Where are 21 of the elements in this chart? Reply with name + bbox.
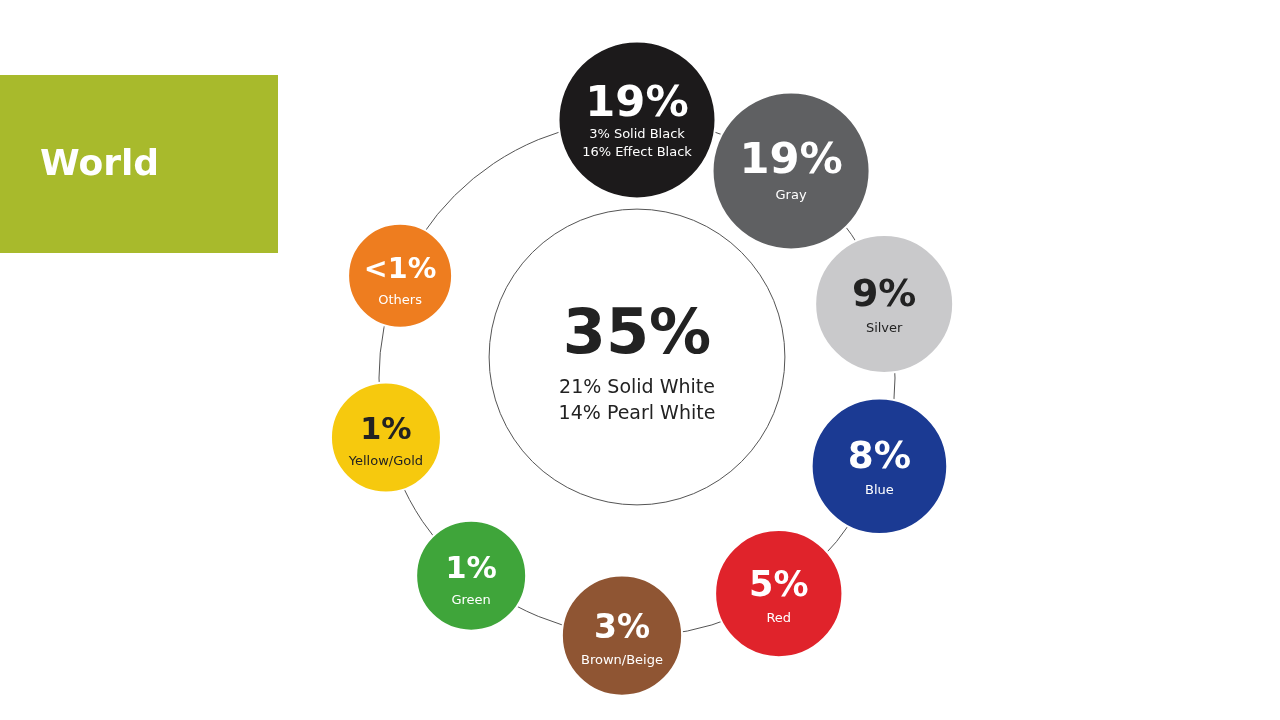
data-label: 8% bbox=[847, 433, 912, 478]
data-label: 19% bbox=[585, 76, 689, 126]
category-label: Red bbox=[766, 609, 792, 625]
data-label: 3% bbox=[593, 606, 651, 646]
category-label: 21% Solid White 14% Pearl White bbox=[558, 375, 716, 423]
data-label: 1% bbox=[360, 411, 412, 447]
data-label: 5% bbox=[749, 563, 809, 604]
data-label: 1% bbox=[445, 549, 497, 585]
data-label: 35% bbox=[562, 295, 712, 368]
category-label: Silver bbox=[865, 320, 904, 335]
category-label: 3% Solid Black 16% Effect Black bbox=[582, 126, 693, 159]
data-label: 9% bbox=[851, 271, 917, 315]
text: World bbox=[40, 142, 160, 183]
category-label: Yellow/Gold bbox=[347, 453, 424, 469]
category-label: Brown/Beige bbox=[581, 651, 663, 667]
category-label: Gray bbox=[775, 187, 807, 203]
category-label: Others bbox=[378, 291, 423, 307]
data-label: <1% bbox=[363, 250, 437, 285]
category-label: Green bbox=[451, 591, 491, 607]
data-label: 19% bbox=[739, 133, 843, 184]
category-label: Blue bbox=[865, 482, 894, 498]
